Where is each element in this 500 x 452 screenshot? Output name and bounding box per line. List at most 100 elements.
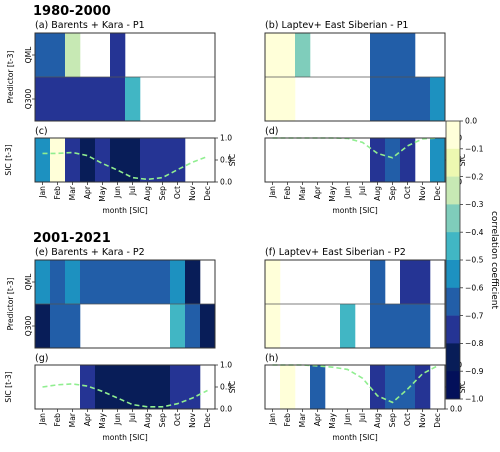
month-tick-p1q0-Sep: Sep xyxy=(158,413,167,427)
sic-axis-label-1: SIC [t-3] xyxy=(4,371,13,402)
colorbar-tick-5: −0.5 xyxy=(465,256,484,265)
sic-right-axis-title-p0q0: SIC xyxy=(228,154,237,166)
sic-cell-p1q0-Sep xyxy=(155,365,171,409)
month-tick-p0q1-Mar: Mar xyxy=(298,185,307,200)
month-tick-p0q1-Jul: Jul xyxy=(358,186,367,196)
heat-frame-p0q1 xyxy=(264,32,446,122)
colorbar-tick-1: −0.1 xyxy=(465,145,484,154)
heat-cell-p1q1-q300-Jun xyxy=(340,304,356,348)
month-tick-p0q1-Jun: Jun xyxy=(343,186,352,199)
sic-cell-p1q0-Jul xyxy=(125,365,141,409)
month-tick-p1q1-Nov: Nov xyxy=(418,413,427,428)
month-tick-p0q0-Oct: Oct xyxy=(173,186,182,199)
heat-cell-p1q0-qml-Apr xyxy=(80,260,96,304)
heat-cell-p1q1-qml-Aug xyxy=(370,260,386,304)
month-tick-p0q0-Dec: Dec xyxy=(203,186,212,201)
colorbar-segment-0 xyxy=(446,121,460,150)
sic-cell-p0q0-Sep xyxy=(155,138,171,182)
sic-frame-p0q1 xyxy=(264,137,446,183)
heat-cell-p1q1-q300-Nov xyxy=(415,304,431,348)
month-tick-p1q1-Mar: Mar xyxy=(298,412,307,427)
heat-cell-p0q1-q300-Feb xyxy=(280,77,296,121)
sic-cell-p1q0-Aug xyxy=(140,365,156,409)
heat-cell-p0q1-qml-Jan xyxy=(265,33,281,77)
sic-cell-p0q1-Sep xyxy=(385,138,401,182)
heat-cell-p1q0-q300-Mar xyxy=(65,304,81,348)
colorbar-segment-9 xyxy=(446,371,460,400)
month-tick-p0q0-Feb: Feb xyxy=(53,186,62,200)
sic-cell-p0q0-May xyxy=(95,138,111,182)
month-tick-p1q0-Oct: Oct xyxy=(173,413,182,426)
heat-cell-p1q0-q300-Feb xyxy=(50,304,66,348)
heat-cell-p0q1-q300-Oct xyxy=(400,77,416,121)
heat-cell-p0q1-q300-Dec xyxy=(430,77,446,121)
month-tick-p0q1-Nov: Nov xyxy=(418,186,427,201)
sic-y-tick-p0q0-0: 0.0 xyxy=(220,178,232,187)
sic-cell-p1q0-Nov xyxy=(185,365,201,409)
predictor-tick-p0q0-1: Q300 xyxy=(24,89,33,110)
heat-cell-p1q0-qml-Jun xyxy=(110,260,126,304)
sic-right-axis-title-p1q0: SIC xyxy=(228,381,237,393)
sic-cell-p0q0-Feb xyxy=(50,138,66,182)
month-tick-p1q1-Jul: Jul xyxy=(358,413,367,423)
heat-cell-p1q0-qml-May xyxy=(95,260,111,304)
predictor-tick-p1q0-1: Q300 xyxy=(24,316,33,337)
colorbar-tick-3: −0.3 xyxy=(465,200,484,209)
month-tick-p0q0-Sep: Sep xyxy=(158,186,167,200)
sic-y-tick-p1q1-0: 0.0 xyxy=(450,405,462,414)
heat-frame-p0q0 xyxy=(34,32,216,122)
colorbar-segment-8 xyxy=(446,343,460,372)
heat-cell-p0q0-q300-May xyxy=(95,77,111,121)
month-tick-p1q1-May: May xyxy=(328,412,337,428)
heat-cell-p0q1-qml-Feb xyxy=(280,33,296,77)
month-tick-p1q0-Apr: Apr xyxy=(83,412,92,426)
month-tick-p1q0-Jul: Jul xyxy=(128,413,137,423)
heat-cell-p0q1-q300-Sep xyxy=(385,77,401,121)
sic-cell-p1q0-May xyxy=(95,365,111,409)
heat-cell-p1q0-qml-Nov xyxy=(185,260,201,304)
sic-right-axis-title-p1q1: SIC xyxy=(458,381,467,393)
colorbar-segment-5 xyxy=(446,260,460,289)
heat-cell-p0q1-qml-Oct xyxy=(400,33,416,77)
sic-cell-p0q0-Oct xyxy=(170,138,186,182)
colorbar-label: correlation coefficient xyxy=(489,211,499,310)
sic-y-tick-p1q0-2: 1.0 xyxy=(220,361,232,370)
sic-cell-p0q0-Jul xyxy=(125,138,141,182)
heat-cell-p0q1-qml-Aug xyxy=(370,33,386,77)
predictor-axis-label-0: Predictor [t-3] xyxy=(6,51,15,104)
month-tick-p1q0-Feb: Feb xyxy=(53,413,62,427)
colorbar-tick-10: −1.0 xyxy=(465,395,484,404)
heat-cell-p1q1-qml-Nov xyxy=(415,260,431,304)
colorbar-tick-9: −0.9 xyxy=(465,367,484,376)
heat-cell-p1q0-q300-Nov xyxy=(185,304,201,348)
sic-cell-p1q1-Aug xyxy=(370,365,386,409)
month-tick-p0q0-Jan: Jan xyxy=(38,186,47,199)
heat-cell-p0q0-qml-Mar xyxy=(65,33,81,77)
month-tick-p0q1-Feb: Feb xyxy=(283,186,292,200)
heat-cell-p0q0-qml-Jan xyxy=(35,33,51,77)
sic-y-tick-p1q0-0: 0.0 xyxy=(220,405,232,414)
sic-cell-p0q1-Aug xyxy=(370,138,386,182)
month-tick-p0q1-Oct: Oct xyxy=(403,186,412,199)
sic-cell-p0q1-Oct xyxy=(400,138,416,182)
heat-cell-p1q1-qml-Oct xyxy=(400,260,416,304)
month-tick-p0q1-Apr: Apr xyxy=(313,185,322,199)
colorbar-tick-8: −0.8 xyxy=(465,339,484,348)
sic-cell-p0q0-Apr xyxy=(80,138,96,182)
month-tick-p0q0-May: May xyxy=(98,185,107,201)
sic-right-axis-title-p0q1: SIC xyxy=(458,154,467,166)
heat-cell-p0q0-q300-Jun xyxy=(110,77,126,121)
heat-cell-p1q0-qml-Feb xyxy=(50,260,66,304)
heat-cell-p0q0-q300-Feb xyxy=(50,77,66,121)
sic-panel-title-p1q0: (g) xyxy=(35,353,48,364)
month-tick-p0q1-Jan: Jan xyxy=(268,186,277,199)
sic-cell-p1q0-Jun xyxy=(110,365,126,409)
month-tick-p1q1-Jan: Jan xyxy=(268,413,277,426)
month-tick-p0q1-Aug: Aug xyxy=(373,186,382,201)
panel-title-a: (a) Barents + Kara - P1 xyxy=(35,20,145,31)
month-axis-label-p0q0: month [SIC] xyxy=(102,206,147,215)
month-tick-p0q1-Sep: Sep xyxy=(388,186,397,200)
heat-cell-p0q1-q300-Nov xyxy=(415,77,431,121)
sic-cell-p0q0-Aug xyxy=(140,138,156,182)
